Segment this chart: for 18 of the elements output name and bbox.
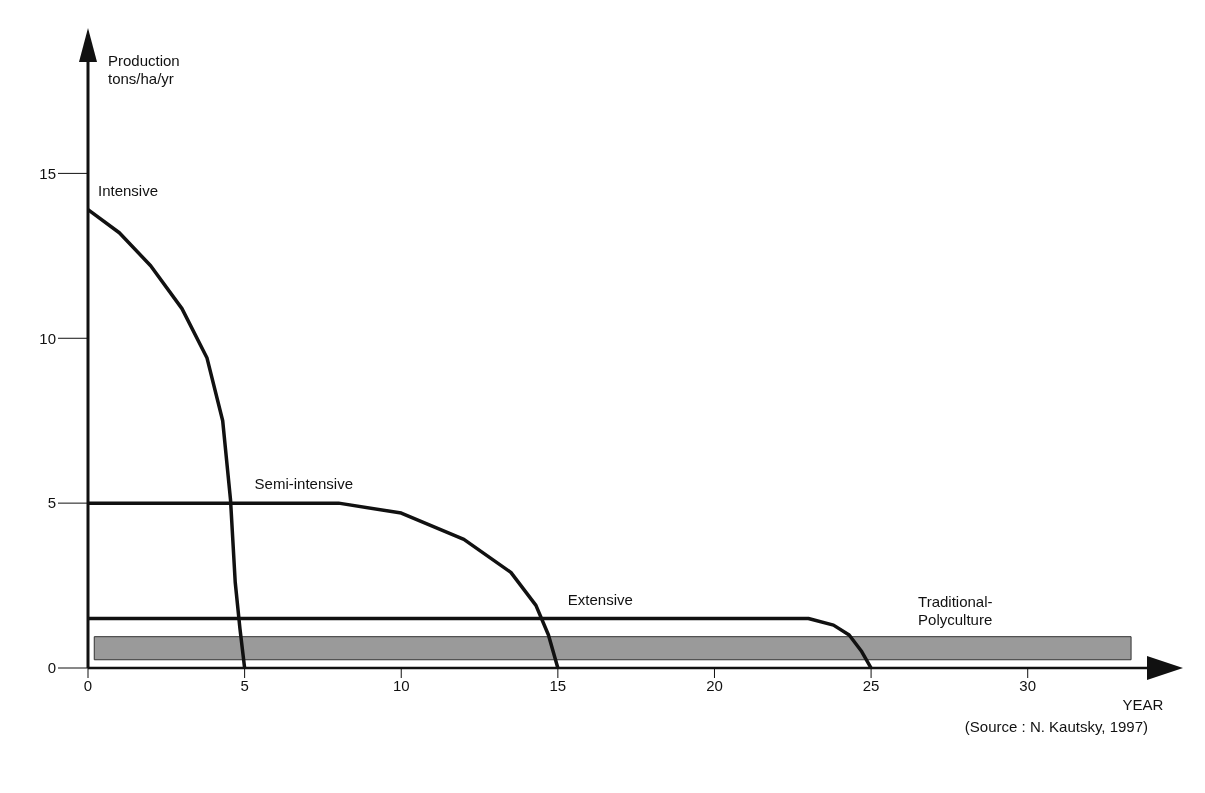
y-tick-label: 15 <box>39 164 56 182</box>
series-label: Intensive <box>98 181 159 199</box>
x-tick-label: 5 <box>240 676 249 694</box>
y-tick-label: 0 <box>47 659 56 677</box>
x-tick-label: 30 <box>1019 676 1037 694</box>
x-tick-label: 15 <box>549 676 567 694</box>
series-label: Extensive <box>567 590 633 608</box>
x-tick-label: 0 <box>83 676 93 694</box>
band-label: Traditional- Polyculture <box>918 592 993 628</box>
x-axis-title: YEAR <box>1122 696 1164 713</box>
y-tick-label: 5 <box>47 494 56 512</box>
x-tick-label: 25 <box>862 676 880 694</box>
y-axis-title: Production tons/ha/yr <box>108 52 180 87</box>
series-label: Semi-intensive <box>254 475 353 493</box>
text: (Source : N. Kautsky, 1997) <box>964 718 1148 735</box>
x-tick-label: 20 <box>706 676 723 694</box>
y-tick-label: 10 <box>39 329 56 347</box>
x-tick-label: 10 <box>392 676 410 694</box>
